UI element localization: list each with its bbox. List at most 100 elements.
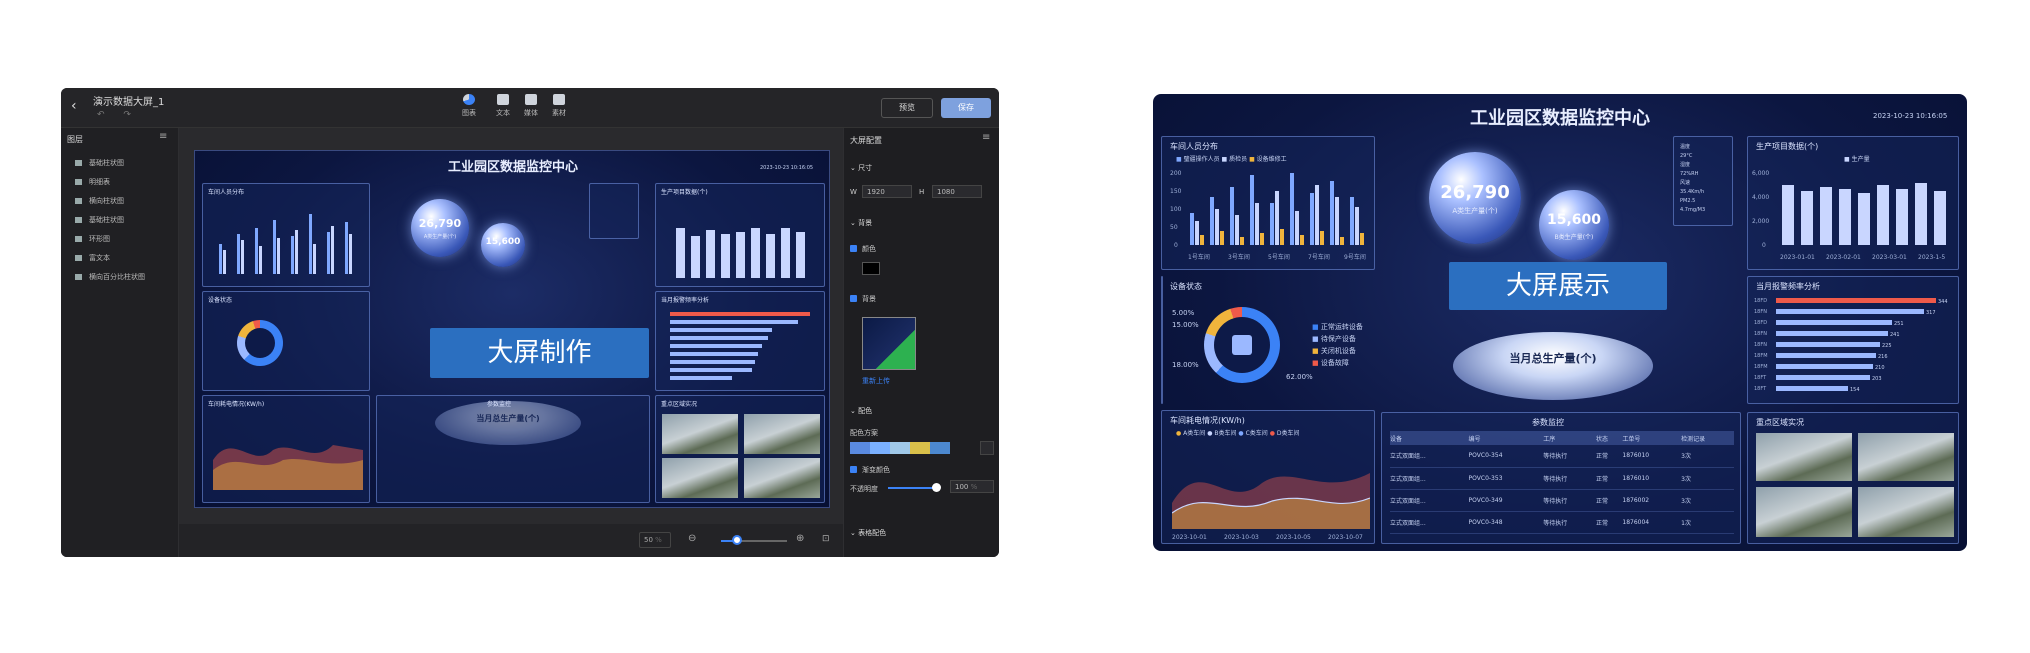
camera-feed[interactable] <box>1756 487 1852 537</box>
production-panel: 生产项目数据(个) <box>655 183 825 287</box>
energy-panel: 车间耗电情况(KW/h) ● A类车间 ● B类车间 ● C类车间 ● D类车间… <box>1161 410 1375 544</box>
toolbar-material-button[interactable]: 素材 <box>539 94 579 118</box>
layer-item[interactable]: 环形图 <box>75 234 110 244</box>
height-input[interactable]: 1080 <box>932 185 982 198</box>
pedestal <box>1453 332 1653 400</box>
reupload-link[interactable]: 重新上传 <box>862 377 890 385</box>
device-top-panel: 当月报警频率分析 <box>655 291 825 391</box>
camera-feed[interactable] <box>662 414 738 454</box>
zoom-in-icon[interactable]: ⊕ <box>796 533 805 544</box>
zoom-slider-handle[interactable] <box>732 535 742 545</box>
svg-text:5号车间: 5号车间 <box>1268 253 1290 261</box>
camera-feed[interactable] <box>662 458 738 498</box>
dashboard-display: 工业园区数据监控中心 2023-10-23 10:16:05 车间人员分布 ■ … <box>1153 94 1967 551</box>
svg-text:317: 317 <box>1926 310 1936 316</box>
camera-feed[interactable] <box>744 458 820 498</box>
zoom-slider[interactable] <box>721 540 787 542</box>
svg-text:203: 203 <box>1872 376 1882 382</box>
legend: ● A类车间 ● B类车间 ● C类车间 ● D类车间 <box>1176 430 1300 437</box>
energy-panel: 车间耗电情况(KW/h) <box>202 395 370 503</box>
fit-screen-icon[interactable]: ⊡ <box>822 534 830 544</box>
config-panel: 大屏配置 ≡ ⌄ 尺寸 W 1920 H 1080 ⌄ 背景 颜色 背景 重新上… <box>843 128 999 557</box>
params-panel: 参数监控 设备 编号 工序 状态 工单号 检测记录 立式双面组... POVC0-354 等待… <box>1381 412 1741 544</box>
device-top-panel: 当月报警频率分析 18FD 18FN 18FD 18FN 18FN 18FM 1… <box>1747 276 1959 404</box>
equipment-panel: 设备状态 <box>202 291 370 391</box>
toolbar-chart-button[interactable]: 图表 <box>449 94 489 118</box>
camera-feed[interactable] <box>1858 487 1954 537</box>
background-section[interactable]: ⌄ 背景 <box>850 219 873 227</box>
opacity-input[interactable]: 100 % <box>950 480 994 493</box>
camera-feed[interactable] <box>1756 433 1852 481</box>
color-checkbox[interactable] <box>850 245 857 252</box>
color-swatch[interactable] <box>862 262 880 275</box>
stat-bubble-secondary <box>1539 190 1609 260</box>
chevron-left-icon[interactable]: ‹ <box>71 98 77 114</box>
svg-text:2023-10-03: 2023-10-03 <box>1224 534 1259 541</box>
table-row[interactable]: 立式双面组... POVC0-354 等待执行 正常 1876010 3次 <box>1390 445 1734 467</box>
palette-section[interactable]: ⌄ 配色 <box>850 407 873 415</box>
table-color-section[interactable]: ⌄ 表格配色 <box>850 529 887 537</box>
text-icon <box>497 94 509 105</box>
svg-text:1号车间: 1号车间 <box>1188 253 1210 261</box>
bar-chart-icon <box>75 160 82 166</box>
opacity-slider[interactable] <box>888 487 936 489</box>
overlay-label: 大屏展示 <box>1449 262 1667 310</box>
cameras-panel: 重点区域实况 <box>655 395 825 503</box>
percent-bar-icon <box>75 274 82 280</box>
svg-text:18FM: 18FM <box>1754 353 1768 359</box>
palette-options-button[interactable] <box>980 441 994 455</box>
canvas-dashboard[interactable]: 工业园区数据监控中心 2023-10-23 10:16:05 车间人员分布 设备… <box>194 150 830 508</box>
personnel-panel: 车间人员分布 ■ 璧疆操作人员 ■ 质检员 ■ 设备维修工 200 150 10… <box>1161 136 1375 270</box>
svg-text:7号车间: 7号车间 <box>1308 253 1330 261</box>
svg-text:9号车间: 9号车间 <box>1344 253 1366 261</box>
zoom-input[interactable]: 50 % <box>639 532 671 548</box>
energy-area-chart <box>213 445 363 490</box>
layer-item[interactable]: 明细表 <box>75 177 110 187</box>
image-icon <box>525 94 537 105</box>
preview-button[interactable]: 预览 <box>881 98 933 118</box>
panel-title: 参数监控 <box>1532 418 1564 427</box>
layer-item[interactable]: 基础柱状图 <box>75 158 124 168</box>
legend: ■ 生产量 <box>1844 156 1870 163</box>
ring-chart-icon <box>75 236 82 242</box>
opacity-slider-handle[interactable] <box>932 483 941 492</box>
table-row[interactable]: 立式双面组... POVC0-349 等待执行 正常 1876002 3次 <box>1390 489 1734 511</box>
camera-feed[interactable] <box>744 414 820 454</box>
svg-text:251: 251 <box>1894 321 1904 327</box>
toolbar-media-button[interactable]: 媒体 <box>511 94 551 118</box>
energy-area-chart: 2023-10-01 2023-10-03 2023-10-05 2023-10… <box>1172 473 1370 541</box>
screen-editor-window: ‹ 演示数据大屏_1 ↶ ↷ 图表 文本 媒体 素材 预览 保存 图层 ≡ 基础… <box>61 88 999 557</box>
layer-item[interactable]: 横向百分比柱状图 <box>75 272 145 282</box>
table-icon <box>75 179 82 185</box>
datetime: 2023-10-23 10:16:05 <box>760 165 814 171</box>
layer-item[interactable]: 富文本 <box>75 253 110 263</box>
menu-icon[interactable]: ≡ <box>159 131 168 142</box>
production-bar-chart <box>676 228 805 278</box>
width-input[interactable]: 1920 <box>862 185 912 198</box>
toolbar-text-button[interactable]: 文本 <box>483 94 523 118</box>
table-row[interactable]: 立式双面组... POVC0-353 等待执行 正常 1876010 3次 <box>1390 467 1734 489</box>
size-section[interactable]: ⌄ 尺寸 <box>850 164 873 172</box>
panel-title: 车间人员分布 <box>1170 142 1218 151</box>
svg-text:2023-03-01: 2023-03-01 <box>1872 254 1907 261</box>
layer-item[interactable]: 横向柱状图 <box>75 196 124 206</box>
gradient-checkbox[interactable] <box>850 466 857 473</box>
table-row[interactable]: 立式双面组... POVC0-348 等待执行 正常 1876004 1次 <box>1390 511 1734 533</box>
svg-text:225: 225 <box>1882 343 1892 349</box>
stat-bubble-total <box>411 199 469 257</box>
background-thumbnail[interactable] <box>862 317 916 370</box>
svg-text:241: 241 <box>1890 332 1900 338</box>
svg-text:0: 0 <box>1762 242 1766 249</box>
legend: ■ 璧疆操作人员 ■ 质检员 ■ 设备维修工 <box>1176 156 1287 163</box>
camera-feed[interactable] <box>1858 433 1954 481</box>
svg-text:0: 0 <box>1174 242 1178 249</box>
palette-select[interactable] <box>850 442 950 454</box>
menu-icon[interactable]: ≡ <box>982 132 991 143</box>
weather-panel <box>589 183 639 239</box>
undo-redo-icons[interactable]: ↶ ↷ <box>97 110 139 120</box>
layer-item[interactable]: 基础柱状图 <box>75 215 124 225</box>
svg-text:6,000: 6,000 <box>1752 170 1769 177</box>
image-checkbox[interactable] <box>850 295 857 302</box>
zoom-out-icon[interactable]: ⊖ <box>688 533 697 544</box>
save-button[interactable]: 保存 <box>941 98 991 118</box>
